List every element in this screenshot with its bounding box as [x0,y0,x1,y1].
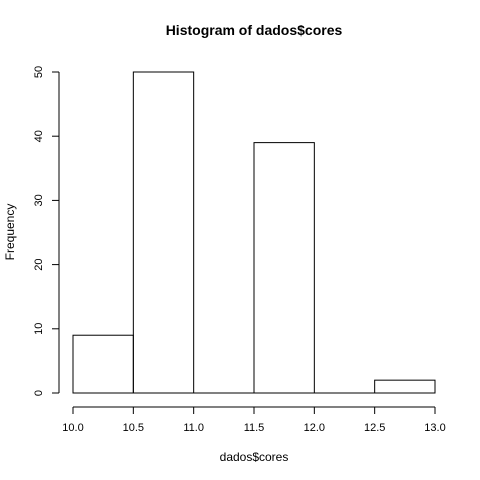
y-axis-label: Frequency [3,204,17,261]
y-tick-label-5: 50 [33,66,45,78]
x-tick-label-5: 12.5 [364,422,385,434]
x-tick-label-3: 11.5 [244,422,265,434]
x-tick-label-1: 10.5 [123,422,144,434]
y-tick-label-1: 10 [33,323,45,335]
histogram-bar-5 [374,379,436,394]
y-tick-label-4: 40 [33,130,45,142]
histogram-bar-3 [253,142,315,394]
y-tick-label-0: 0 [33,390,45,396]
chart-title: Histogram of dados$cores [166,22,343,38]
y-axis: 0 10 20 30 40 50 [33,66,60,396]
x-tick-label-0: 10.0 [62,422,83,434]
x-axis: 10.0 10.5 11.0 11.5 12.0 12.5 13.0 [62,406,446,434]
x-tick-label-4: 12.0 [304,422,325,434]
bars-group [72,71,436,394]
x-tick-label-2: 11.0 [183,422,204,434]
x-tick-label-6: 13.0 [424,422,445,434]
y-tick-label-3: 30 [33,194,45,206]
histogram-bar-1 [132,71,195,394]
histogram-bar-0 [72,334,134,394]
y-tick-label-2: 20 [33,258,45,270]
x-axis-label: dados$cores [220,450,289,464]
